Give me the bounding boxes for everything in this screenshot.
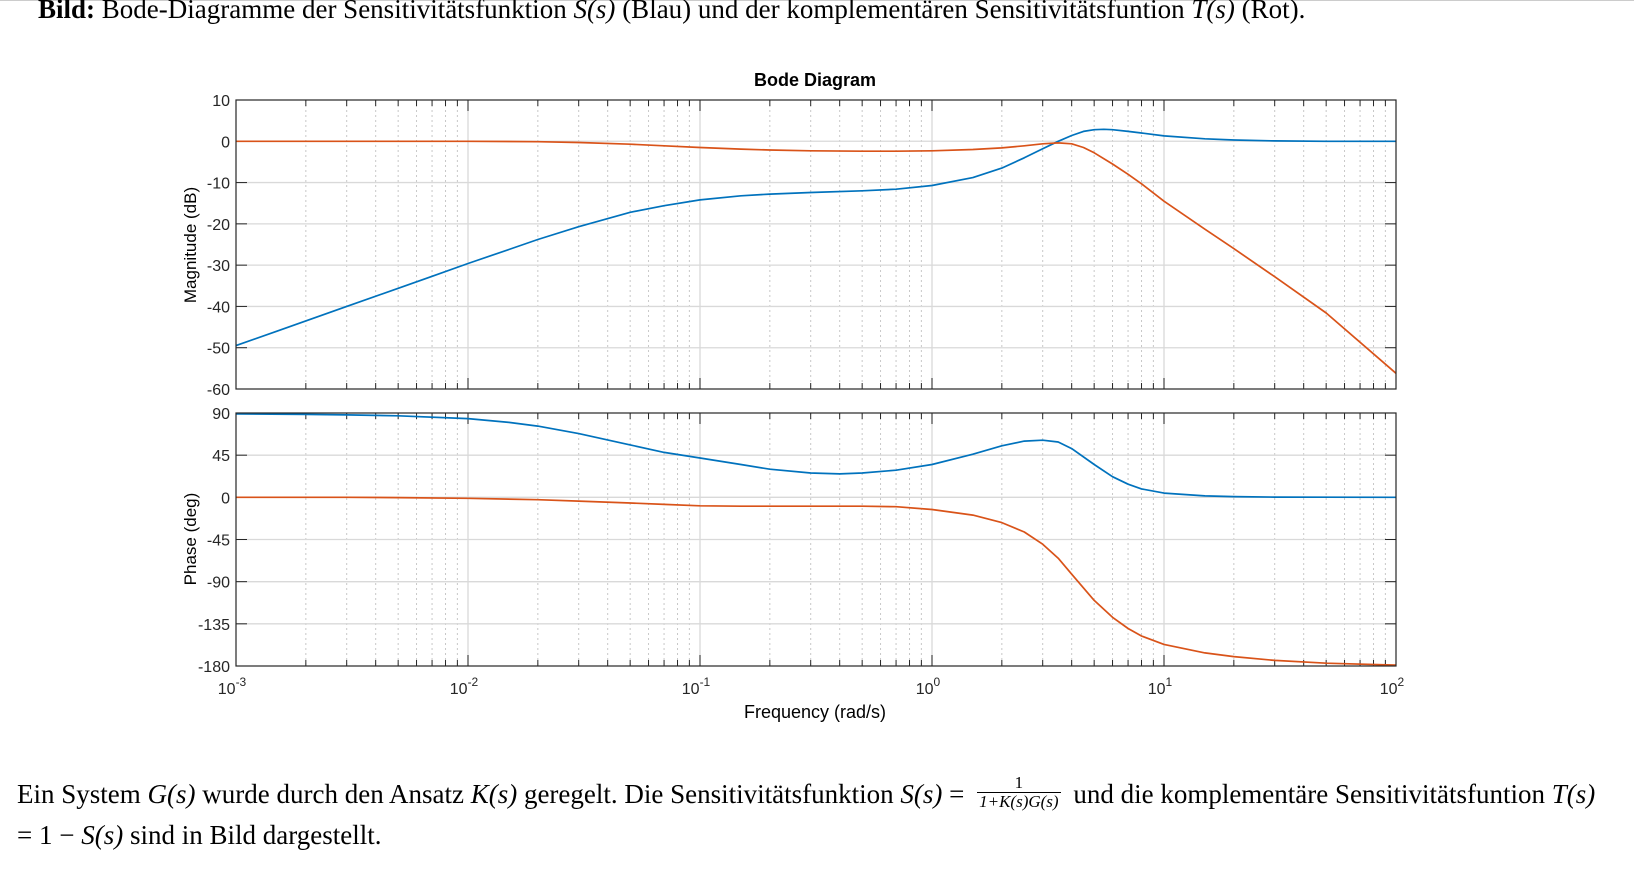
fraction-denominator: 1+K(s)G(s) [979, 792, 1059, 812]
para-equals: = [942, 779, 972, 809]
mag-series-T [236, 140, 1397, 374]
phase-ytick-label: 45 [212, 448, 230, 465]
mag-series-S [235, 128, 1396, 347]
phase-series-T [236, 496, 1397, 666]
mag-ytick-label: -60 [207, 382, 230, 399]
phase-ytick-label: -90 [207, 575, 230, 592]
para-text: wurde durch den Ansatz [195, 779, 471, 809]
caption-text-1: Bode-Diagramme der Sensitivitätsfunktion [95, 0, 574, 24]
para-math-t: T(s) [1551, 779, 1596, 809]
x-axis-label: Frequency (rad/s) [744, 702, 886, 722]
phase-series-S [235, 413, 1397, 499]
phase-ytick-label: -135 [198, 617, 230, 634]
body-paragraph: Ein System G(s) wurde durch den Ansatz K… [17, 774, 1617, 856]
mag-ytick-label: -10 [207, 176, 230, 193]
fraction: 1 1+K(s)G(s) [977, 774, 1061, 812]
para-math-s2: S(s) [81, 820, 124, 851]
phase-axes-frame [235, 412, 1397, 667]
phase-axis-label: Phase (deg) [181, 493, 200, 586]
bode-figure: Bode Diagram 100-10-20-30-40-50-60 90450… [181, 70, 1405, 722]
para-text: = 1 − [17, 820, 82, 851]
caption-math-s: S(s) [573, 0, 616, 24]
caption-text-3: (Rot). [1234, 0, 1306, 24]
para-text: und die komplementäre Sensitivitätsfunti… [1066, 779, 1552, 809]
mag-ytick-label: 0 [221, 134, 230, 151]
para-math-g: G(s) [147, 779, 196, 809]
x-tick-label: 10-3 [218, 675, 247, 698]
phase-ytick-label: -45 [207, 533, 230, 550]
figure-caption: Bild: Bode-Diagramme der Sensitivitätsfu… [38, 0, 1305, 25]
mag-ytick-label: -20 [207, 217, 230, 234]
mag-axes-frame [235, 99, 1397, 390]
top-rule [0, 0, 1634, 1]
x-tick-label: 102 [1380, 675, 1405, 698]
x-tick-label: 10-1 [682, 675, 711, 698]
x-tick-label: 10-2 [450, 675, 479, 698]
phase-ytick-label: 90 [212, 406, 230, 423]
x-tick-label: 101 [1148, 675, 1173, 698]
mag-plot-area [236, 100, 1396, 389]
para-math-k: K(s) [470, 779, 518, 809]
x-tick-label: 100 [916, 675, 941, 698]
magnitude-panel: 10 0 -10 -20 -30 -40 -50 -60 [207, 93, 1397, 399]
mag-ytick-label: -50 [207, 341, 230, 358]
mag-ytick-label: -30 [207, 258, 230, 275]
fraction-numerator: 1 [977, 774, 1061, 794]
phase-ytick-label: -180 [198, 659, 230, 676]
caption-text-2: (Blau) und der komplementären Sensitivit… [615, 0, 1192, 24]
caption-math-t: T(s) [1191, 0, 1235, 24]
para-text: Ein System [17, 779, 148, 809]
magnitude-axis-label: Magnitude (dB) [181, 187, 200, 303]
mag-ytick-label: -40 [207, 299, 230, 316]
phase-ytick-label: 0 [221, 490, 230, 507]
mag-ytick-label: 10 [212, 93, 230, 110]
para-text: sind in Bild dargestellt. [123, 820, 382, 851]
x-axis: 10-3 10-2 10-1 100 101 102 [218, 675, 1405, 698]
chart-title: Bode Diagram [754, 70, 876, 90]
caption-label: Bild: [38, 0, 96, 24]
para-text: geregelt. Die Sensitivitätsfunktion [517, 779, 901, 809]
phase-panel: 90 45 0 -45 -90 -135 -180 [198, 406, 1397, 676]
para-math-s: S(s) [900, 779, 943, 809]
